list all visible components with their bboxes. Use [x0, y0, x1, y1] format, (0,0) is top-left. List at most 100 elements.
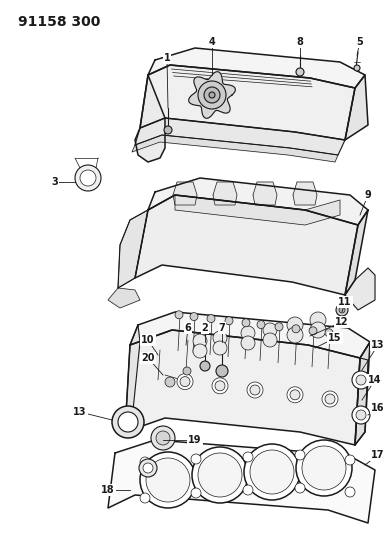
- Circle shape: [140, 452, 196, 508]
- Circle shape: [180, 377, 190, 386]
- Circle shape: [247, 382, 263, 398]
- Circle shape: [345, 487, 355, 497]
- Circle shape: [309, 327, 317, 335]
- Circle shape: [322, 391, 338, 407]
- Polygon shape: [108, 288, 140, 308]
- Circle shape: [275, 323, 283, 331]
- Polygon shape: [345, 268, 375, 310]
- Circle shape: [352, 371, 370, 389]
- Polygon shape: [108, 440, 375, 523]
- Circle shape: [112, 406, 144, 438]
- Text: 6: 6: [185, 323, 191, 333]
- Circle shape: [302, 446, 346, 490]
- Circle shape: [193, 334, 207, 348]
- Circle shape: [241, 336, 255, 350]
- Polygon shape: [173, 182, 197, 205]
- Polygon shape: [148, 48, 365, 88]
- Circle shape: [139, 459, 157, 477]
- Polygon shape: [135, 118, 345, 155]
- Circle shape: [250, 385, 260, 395]
- Text: 2: 2: [201, 323, 209, 333]
- Circle shape: [215, 381, 225, 391]
- Text: 20: 20: [141, 353, 155, 363]
- Circle shape: [80, 170, 96, 186]
- Polygon shape: [125, 330, 360, 445]
- Polygon shape: [132, 135, 338, 162]
- Circle shape: [263, 333, 277, 347]
- Text: 12: 12: [335, 317, 349, 327]
- Polygon shape: [125, 325, 140, 432]
- Circle shape: [356, 375, 366, 385]
- Circle shape: [156, 431, 170, 445]
- Circle shape: [191, 454, 201, 464]
- Text: 19: 19: [188, 435, 202, 445]
- Circle shape: [140, 457, 150, 467]
- Circle shape: [295, 450, 305, 460]
- Circle shape: [244, 444, 300, 500]
- Text: 8: 8: [297, 37, 303, 47]
- Polygon shape: [118, 210, 148, 288]
- Polygon shape: [355, 342, 370, 445]
- Circle shape: [325, 329, 333, 337]
- Circle shape: [146, 458, 190, 502]
- Polygon shape: [355, 358, 368, 445]
- Polygon shape: [189, 72, 235, 118]
- Circle shape: [310, 322, 326, 338]
- Polygon shape: [345, 210, 368, 295]
- Circle shape: [287, 317, 303, 333]
- Circle shape: [207, 314, 215, 322]
- Circle shape: [295, 483, 305, 493]
- Polygon shape: [135, 75, 165, 162]
- Text: 5: 5: [357, 37, 363, 47]
- Polygon shape: [345, 75, 368, 140]
- Circle shape: [336, 304, 348, 316]
- Circle shape: [213, 341, 227, 355]
- Circle shape: [175, 311, 183, 319]
- Circle shape: [243, 485, 253, 495]
- Polygon shape: [135, 195, 358, 295]
- Text: 9: 9: [365, 190, 371, 200]
- Circle shape: [345, 455, 355, 465]
- Circle shape: [296, 68, 304, 76]
- Circle shape: [216, 365, 228, 377]
- Circle shape: [151, 426, 175, 450]
- Text: 15: 15: [328, 333, 342, 343]
- Text: 7: 7: [219, 323, 225, 333]
- Circle shape: [177, 374, 193, 390]
- Text: 11: 11: [338, 297, 352, 307]
- Text: 4: 4: [209, 37, 215, 47]
- Text: 16: 16: [371, 403, 385, 413]
- Circle shape: [165, 377, 175, 387]
- Polygon shape: [130, 312, 370, 358]
- Text: 13: 13: [73, 407, 87, 417]
- Polygon shape: [118, 210, 148, 288]
- Circle shape: [193, 344, 207, 358]
- Circle shape: [292, 325, 300, 333]
- Text: 10: 10: [141, 335, 155, 345]
- Text: 14: 14: [368, 375, 382, 385]
- Circle shape: [198, 81, 226, 109]
- Polygon shape: [213, 182, 237, 205]
- Polygon shape: [293, 182, 317, 205]
- Circle shape: [213, 331, 227, 345]
- Circle shape: [257, 321, 265, 329]
- Circle shape: [192, 447, 248, 503]
- Text: 3: 3: [52, 177, 58, 187]
- Circle shape: [242, 319, 250, 327]
- Text: 13: 13: [371, 340, 385, 350]
- Circle shape: [209, 92, 215, 98]
- Text: 17: 17: [371, 450, 385, 460]
- Circle shape: [198, 453, 242, 497]
- Text: 18: 18: [101, 485, 115, 495]
- Circle shape: [212, 378, 228, 394]
- Circle shape: [143, 463, 153, 473]
- Circle shape: [200, 361, 210, 371]
- Circle shape: [325, 394, 335, 404]
- Circle shape: [164, 126, 172, 134]
- Circle shape: [190, 312, 198, 320]
- Circle shape: [183, 367, 191, 375]
- Circle shape: [263, 323, 277, 337]
- Circle shape: [204, 87, 220, 103]
- Circle shape: [287, 327, 303, 343]
- Circle shape: [339, 307, 345, 313]
